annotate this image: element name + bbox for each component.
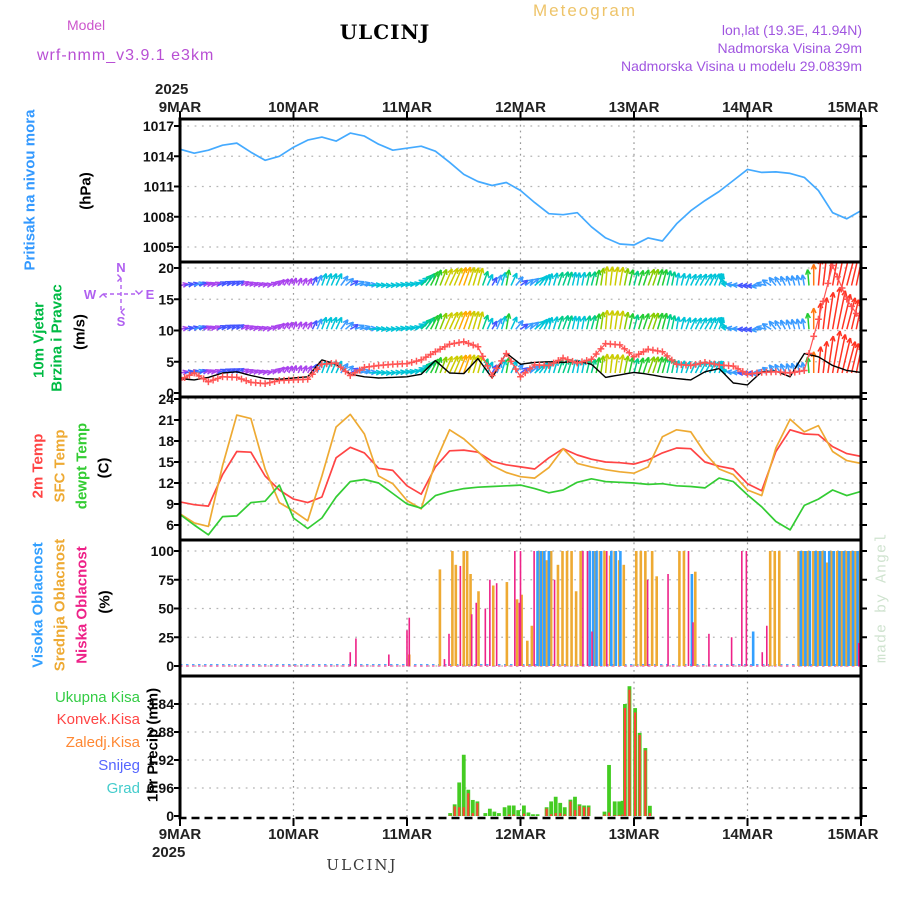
- day-label-top: 9MAR: [159, 99, 202, 116]
- precip-unit-label: 1hr Precip (mm): [144, 687, 162, 803]
- y-tick-label: 0: [166, 808, 174, 824]
- gridlines: [180, 119, 861, 818]
- y-tick-label: 3.84: [147, 696, 174, 712]
- compass-s: S: [117, 314, 126, 329]
- wind-arrows: [180, 261, 861, 377]
- axis-ticks: [174, 125, 867, 817]
- cloud-bars: [180, 551, 861, 667]
- compass-w: W: [84, 287, 97, 302]
- day-label-top: 10MAR: [268, 99, 319, 116]
- y-tick-label: 21: [158, 412, 174, 428]
- y-tick-label: 1011: [144, 179, 175, 195]
- day-label-bottom: 13MAR: [609, 826, 660, 843]
- cloud-unit-label: (%): [96, 590, 114, 614]
- compass-n: N: [116, 260, 125, 275]
- y-tick-label: 1017: [143, 118, 174, 134]
- lonlat-label: lon,lat (19.3E, 41.94N): [721, 22, 862, 38]
- y-tick-label: 15: [158, 291, 174, 307]
- year-label-top: 2025: [155, 81, 188, 98]
- day-label-top: 14MAR: [722, 99, 773, 116]
- day-label-bottom: 11MAR: [382, 826, 432, 843]
- legend-snow: Snijeg: [98, 757, 140, 774]
- compass-e: E: [146, 287, 155, 302]
- y-tick-label: 1014: [143, 148, 174, 164]
- legend-hail: Grad: [106, 780, 140, 797]
- y-tick-label: 10: [158, 323, 174, 339]
- y-tick-label: 5: [166, 354, 174, 370]
- y-tick-label: 1.92: [147, 752, 174, 768]
- station-title: ULCINJ: [339, 20, 431, 44]
- wind-axis-label-2: Brzina i Pravac: [48, 284, 66, 392]
- compass-rose: [98, 273, 144, 317]
- y-tick-label: 25: [158, 629, 174, 645]
- temp-unit-label: (C): [95, 457, 113, 479]
- model-label: Model: [67, 17, 106, 33]
- wind-series: [180, 261, 861, 388]
- day-label-bottom: 9MAR: [159, 826, 202, 843]
- y-tick-label: 2.88: [147, 724, 174, 740]
- y-tick-label: 75: [158, 572, 174, 588]
- watermark: made by Angel: [873, 532, 891, 664]
- y-tick-label: 50: [158, 601, 174, 617]
- model-name: wrf-nmm_v3.9.1 e3km: [37, 47, 215, 64]
- y-tick-label: 1008: [143, 209, 174, 225]
- day-label-bottom: 14MAR: [722, 826, 773, 843]
- y-tick-label: 0: [166, 658, 174, 674]
- y-tick-label: 6: [166, 517, 174, 533]
- day-label-top: 12MAR: [495, 99, 546, 116]
- y-tick-label: 24: [158, 391, 174, 407]
- cloud-high-axis-label: Visoka Oblacnost: [29, 542, 47, 668]
- x-axis-labels: [179, 111, 862, 826]
- y-tick-label: 1005: [143, 239, 174, 255]
- y-tick-label: 9: [166, 496, 174, 512]
- pressure-unit-label: (hPa): [77, 172, 95, 210]
- pressure-axis-label: Pritisak na nivou mora: [21, 109, 39, 271]
- day-label-bottom: 12MAR: [495, 826, 546, 843]
- year-label-bottom: 2025: [152, 844, 185, 861]
- model-elevation-label: Nadmorska Visina u modelu 29.0839m: [621, 58, 862, 74]
- wind-axis-label-1: 10m Vjetar: [30, 302, 48, 378]
- day-label-bottom: 10MAR: [268, 826, 319, 843]
- y-tick-label: 0.96: [147, 780, 174, 796]
- gust-markers: [180, 262, 861, 388]
- y-tick-label: 18: [158, 433, 174, 449]
- day-label-bottom: 15MAR: [828, 826, 879, 843]
- pressure-series: [180, 132, 861, 246]
- cloud-mid-axis-label: Srednja Oblacnost: [51, 538, 69, 672]
- y-tick-label: 12: [158, 475, 174, 491]
- day-label-top: 13MAR: [609, 99, 660, 116]
- elevation-label: Nadmorska Visina 29m: [717, 40, 862, 56]
- temp-sfc-axis-label: SFC Temp: [51, 429, 69, 503]
- temp-2m-axis-label: 2m Temp: [29, 433, 47, 499]
- legend-total-rain: Ukupna Kisa: [54, 689, 140, 706]
- cloud-low-axis-label: Niska Oblacnost: [73, 546, 91, 664]
- temperature-series: [180, 413, 861, 536]
- footer-station: ULCINJ: [326, 856, 398, 874]
- y-tick-label: 15: [158, 454, 174, 470]
- day-label-top: 15MAR: [828, 99, 879, 116]
- legend-convective-rain: Konvek.Kisa: [56, 711, 140, 728]
- y-tick-label: 20: [158, 260, 174, 276]
- wind-unit-label: (m/s): [71, 314, 89, 350]
- meteogram-label: Meteogram: [533, 1, 637, 20]
- y-tick-label: 0: [166, 385, 174, 401]
- y-tick-label: 100: [151, 543, 175, 559]
- temp-dewpt-axis-label: dewpt Temp: [73, 422, 91, 510]
- legend-frozen-rain: Zaledj.Kisa: [65, 734, 140, 751]
- precip-bars: [448, 686, 652, 816]
- day-label-top: 11MAR: [382, 99, 432, 116]
